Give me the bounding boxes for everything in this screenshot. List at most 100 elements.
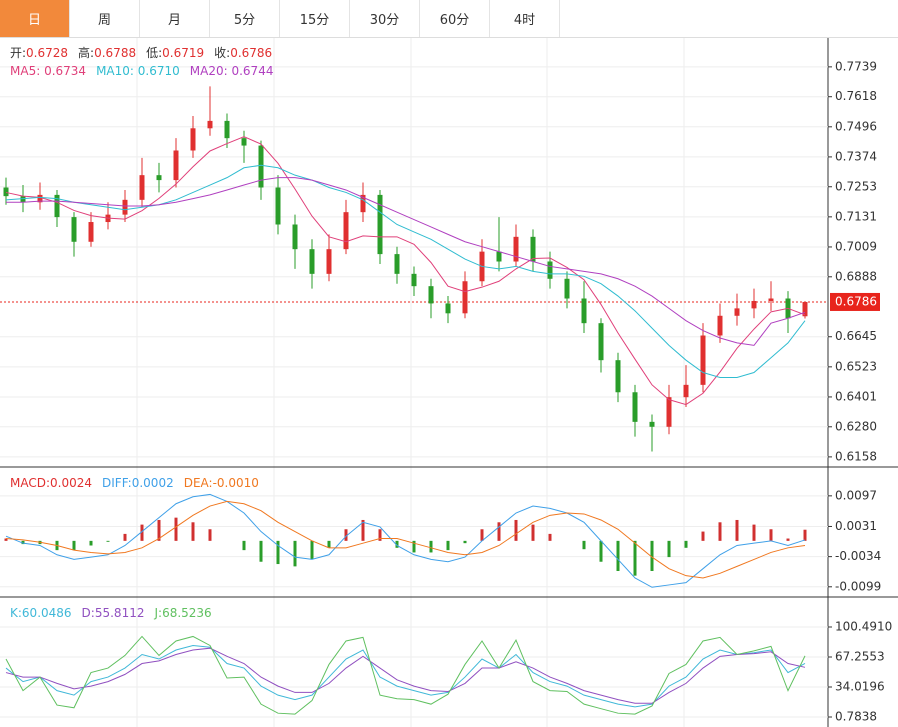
legend-label: D: xyxy=(82,606,95,620)
y-tick-label: 0.6280 xyxy=(835,419,877,433)
y-tick-label: 0.7496 xyxy=(835,119,877,133)
y-tick-label: 67.2553 xyxy=(835,649,885,663)
period-tab[interactable]: 60分 xyxy=(420,0,490,37)
series-line xyxy=(5,635,806,715)
period-tab[interactable]: 15分 xyxy=(280,0,350,37)
legend-label: MA10: xyxy=(96,64,138,78)
legend-value: 68.5236 xyxy=(162,606,212,620)
candle-body xyxy=(122,199,128,215)
y-tick-label: 0.7131 xyxy=(835,209,877,223)
legend-value: 0.0002 xyxy=(132,476,174,490)
legend-label: MA20: xyxy=(190,64,232,78)
candle-body xyxy=(190,128,196,151)
legend-label: DEA: xyxy=(184,476,213,490)
legend: MA5: 0.6734 MA10: 0.6710 MA20: 0.6744 xyxy=(10,64,273,78)
candle-body xyxy=(377,194,383,255)
candle-body xyxy=(428,286,434,304)
period-tab[interactable]: 4时 xyxy=(490,0,560,37)
period-tabs: 日周月 5分 15分 30分 60分 4时 xyxy=(0,0,898,38)
candle-body xyxy=(581,298,587,324)
y-tick-label: 0.0097 xyxy=(835,488,877,502)
candle-body xyxy=(564,278,570,299)
y-tick-label: 0.7739 xyxy=(835,59,877,73)
y-tick-label: 0.7253 xyxy=(835,179,877,193)
candle-body xyxy=(547,261,553,279)
series-line xyxy=(6,177,806,346)
candle-body xyxy=(768,298,774,301)
candle-body xyxy=(683,384,689,398)
legend-label: 开: xyxy=(10,46,26,60)
legend: K:60.0486 D:55.8112 J:68.5236 xyxy=(10,606,212,620)
candle-body xyxy=(139,175,145,200)
candle-body xyxy=(734,308,740,316)
legend-label: 高: xyxy=(78,45,94,60)
candle-body xyxy=(54,194,60,218)
candle-body xyxy=(360,194,366,213)
candle-body xyxy=(394,254,400,274)
legend-value: 0.6734 xyxy=(44,64,86,78)
y-tick-label: 0.6401 xyxy=(835,389,877,403)
y-tick-label: 0.7838 xyxy=(835,709,877,723)
candle-body xyxy=(751,300,757,309)
legend-label: K: xyxy=(10,606,22,620)
candle-body xyxy=(513,236,519,262)
candle-body xyxy=(632,392,638,422)
candle-body xyxy=(700,335,706,385)
candle-body xyxy=(462,281,468,314)
candle-body xyxy=(411,273,417,287)
candle-body xyxy=(292,224,298,250)
candle-body xyxy=(20,196,26,203)
legend-label: MACD: xyxy=(10,476,50,490)
legend-value: 0.6786 xyxy=(230,46,272,60)
y-tick-label: 0.6523 xyxy=(835,359,877,373)
period-tab[interactable]: 周 xyxy=(70,0,140,37)
last-price-label: 0.6786 xyxy=(835,294,877,308)
candle-body xyxy=(496,251,502,262)
period-tab[interactable]: 30分 xyxy=(350,0,420,37)
candle-body xyxy=(598,323,604,361)
series-line xyxy=(5,500,806,579)
y-tick-label: 0.7009 xyxy=(835,239,877,253)
candle-body xyxy=(224,120,230,139)
candle-body xyxy=(343,212,349,250)
period-tab[interactable]: 5分 xyxy=(210,0,280,37)
legend-label: DIFF: xyxy=(102,476,132,490)
candle-body xyxy=(156,175,162,181)
legend-value: -0.0010 xyxy=(213,476,259,490)
legend-label: MA5: xyxy=(10,64,44,78)
legend-value: 0.6728 xyxy=(26,46,68,60)
y-tick-label: 0.7374 xyxy=(835,149,877,163)
candle-body xyxy=(666,397,672,427)
period-tab[interactable]: 日 xyxy=(0,0,70,37)
candle-body xyxy=(802,301,808,317)
y-tick-label: -0.0034 xyxy=(835,549,881,563)
candle-body xyxy=(207,120,213,129)
candle-body xyxy=(649,421,655,427)
legend-label: J: xyxy=(153,606,162,620)
candle-body xyxy=(37,194,43,203)
series-line xyxy=(5,644,806,708)
candle-body xyxy=(173,150,179,181)
candle-body xyxy=(326,249,332,274)
series-line xyxy=(5,493,806,588)
y-tick-label: 0.0031 xyxy=(835,519,877,533)
candle-body xyxy=(258,145,264,188)
legend-value: 0.6788 xyxy=(94,46,136,60)
candle-body xyxy=(530,236,536,262)
legend-value: 0.6744 xyxy=(231,64,273,78)
series-line xyxy=(5,136,806,406)
legend-value: 0.6710 xyxy=(138,64,180,78)
candle-body xyxy=(275,187,281,225)
legend-label: 收: xyxy=(214,46,230,60)
series-line xyxy=(5,647,806,704)
candle-body xyxy=(71,217,77,242)
y-tick-label: 0.6888 xyxy=(835,269,877,283)
y-tick-label: 0.7618 xyxy=(835,89,877,103)
legend-value: 55.8112 xyxy=(95,606,145,620)
legend-value: 60.0486 xyxy=(22,606,72,620)
period-tab[interactable]: 月 xyxy=(140,0,210,37)
candle-body xyxy=(445,303,451,314)
candle-body xyxy=(88,222,94,242)
y-tick-label: 0.6645 xyxy=(835,329,877,343)
